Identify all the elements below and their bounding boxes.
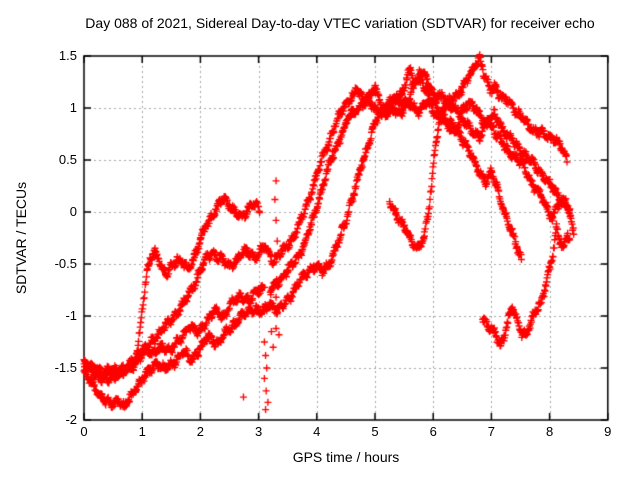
y-tick-label: 0.5	[58, 152, 77, 167]
x-tick-label: 4	[313, 424, 321, 439]
x-tick-label: 1	[138, 424, 146, 439]
x-tick-label: 8	[545, 424, 554, 439]
y-axis-label: SDTVAR / TECUs	[13, 181, 29, 295]
y-tick-label: 1	[69, 100, 77, 115]
y-tick-label: -2	[65, 412, 77, 427]
x-tick-label: 3	[254, 424, 263, 439]
x-tick-label: 7	[487, 424, 495, 439]
x-tick-label: 6	[429, 424, 437, 439]
y-tick-label: 1.5	[58, 48, 77, 63]
x-tick-label: 5	[371, 424, 379, 439]
x-tick-label: 2	[196, 424, 204, 439]
chart-title: Day 088 of 2021, Sidereal Day-to-day VTE…	[85, 15, 595, 31]
y-tick-label: -1.5	[54, 360, 77, 375]
x-tick-label: 9	[604, 424, 612, 439]
x-tick-label: 0	[80, 424, 88, 439]
y-tick-label: -1	[65, 308, 77, 323]
y-tick-label: 0	[69, 204, 77, 219]
y-tick-label: -0.5	[54, 256, 77, 271]
x-axis-label: GPS time / hours	[292, 449, 400, 465]
